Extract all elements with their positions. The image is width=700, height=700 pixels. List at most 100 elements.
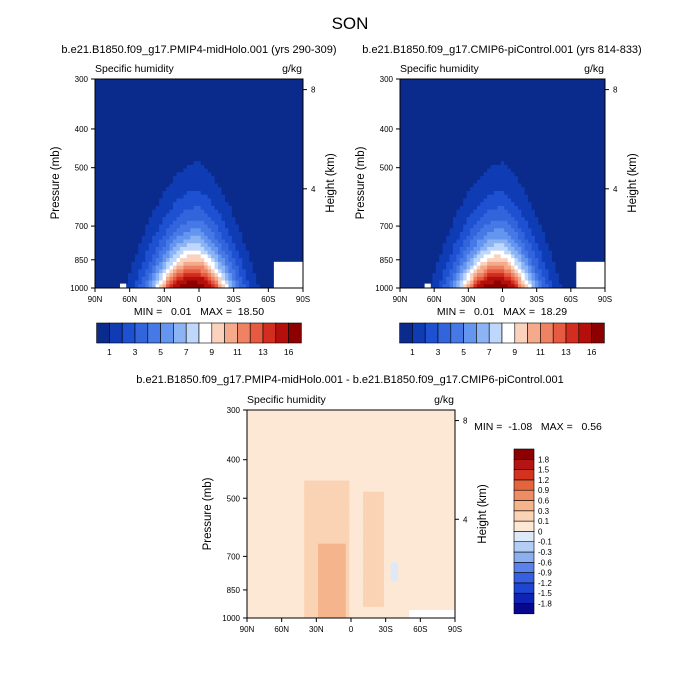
field-cell [114, 93, 119, 99]
field-cell [121, 134, 126, 140]
field-cell [452, 261, 457, 267]
field-cell [456, 161, 461, 166]
field-cell [155, 134, 160, 140]
field-cell [100, 157, 105, 162]
field-cell [425, 86, 430, 91]
field-cell [190, 127, 195, 132]
field-cell [95, 179, 98, 185]
field-cell [200, 269, 205, 274]
field-cell [173, 172, 178, 177]
field-cell [290, 82, 295, 88]
field-cell [110, 190, 115, 196]
field-cell [134, 194, 139, 200]
field-cell [190, 205, 195, 211]
field-cell [159, 235, 164, 241]
field-cell [141, 142, 146, 147]
field-cell [127, 146, 132, 151]
field-cell [141, 220, 146, 226]
field-cell [400, 217, 403, 222]
field-cell [179, 164, 184, 170]
field-cell [470, 265, 475, 270]
field-cell [483, 198, 488, 203]
field-cell [107, 220, 112, 226]
field-cell [446, 265, 451, 270]
field-cell [411, 209, 416, 214]
field-cell [96, 127, 101, 132]
field-cell [442, 176, 447, 181]
field-cell [301, 105, 303, 110]
field-cell [411, 202, 416, 207]
field-cell [103, 105, 108, 110]
field-cell [256, 183, 261, 188]
field-cell [418, 116, 423, 121]
field-cell [121, 187, 126, 192]
field-cell [256, 273, 261, 278]
field-cell [432, 232, 437, 237]
field-cell [280, 224, 285, 229]
field-cell [273, 164, 278, 170]
field-cell [131, 284, 136, 288]
field-cell [103, 254, 108, 259]
field-cell [487, 228, 492, 233]
field-cell [463, 280, 468, 285]
field-cell [442, 164, 447, 170]
field-cell [214, 220, 219, 226]
field-cell [466, 273, 471, 278]
field-cell [294, 258, 299, 263]
field-cell [114, 179, 119, 185]
field-cell [176, 235, 181, 241]
field-cell [439, 261, 444, 267]
field-cell [400, 172, 403, 177]
field-cell [463, 93, 468, 99]
field-cell [127, 101, 132, 106]
field-cell [252, 82, 257, 88]
field-cell [415, 269, 420, 274]
field-cell [270, 205, 275, 211]
field-cell [114, 105, 119, 110]
field-cell [476, 187, 481, 192]
field-cell [408, 90, 413, 95]
field-cell [439, 168, 444, 173]
field-cell [463, 164, 468, 170]
field-cell [162, 273, 167, 278]
field-cell [422, 254, 427, 259]
field-cell [449, 228, 454, 233]
field-cell [211, 187, 216, 192]
field-cell [449, 217, 454, 222]
field-cell [211, 86, 216, 91]
field-cell [418, 269, 423, 274]
field-cell [179, 232, 184, 237]
field-cell [452, 168, 457, 173]
field-cell [193, 123, 198, 129]
field-cell [134, 161, 139, 166]
field-cell [211, 190, 216, 196]
field-cell [197, 269, 202, 274]
field-cell [429, 198, 434, 203]
field-cell [190, 146, 195, 151]
field-cell [449, 209, 454, 214]
field-cell [238, 224, 243, 229]
field-cell [249, 105, 254, 110]
field-cell [446, 187, 451, 192]
field-cell [301, 194, 303, 200]
field-cell [415, 142, 420, 147]
field-cell [418, 246, 423, 252]
y-tick-label: 300 [75, 75, 89, 84]
field-cell [418, 273, 423, 278]
field-cell [405, 232, 410, 237]
field-cell [100, 217, 105, 222]
field-cell [221, 202, 226, 207]
field-cell [277, 168, 282, 173]
field-cell [470, 161, 475, 166]
field-cell [270, 284, 275, 288]
field-cell [476, 172, 481, 177]
field-cell [297, 183, 302, 188]
field-cell [277, 105, 282, 110]
field-cell [183, 161, 188, 166]
field-cell [117, 284, 122, 288]
field-cell [466, 168, 471, 173]
field-cell [283, 161, 288, 166]
field-cell [283, 172, 288, 177]
field-cell [95, 198, 98, 203]
field-cell [162, 105, 167, 110]
